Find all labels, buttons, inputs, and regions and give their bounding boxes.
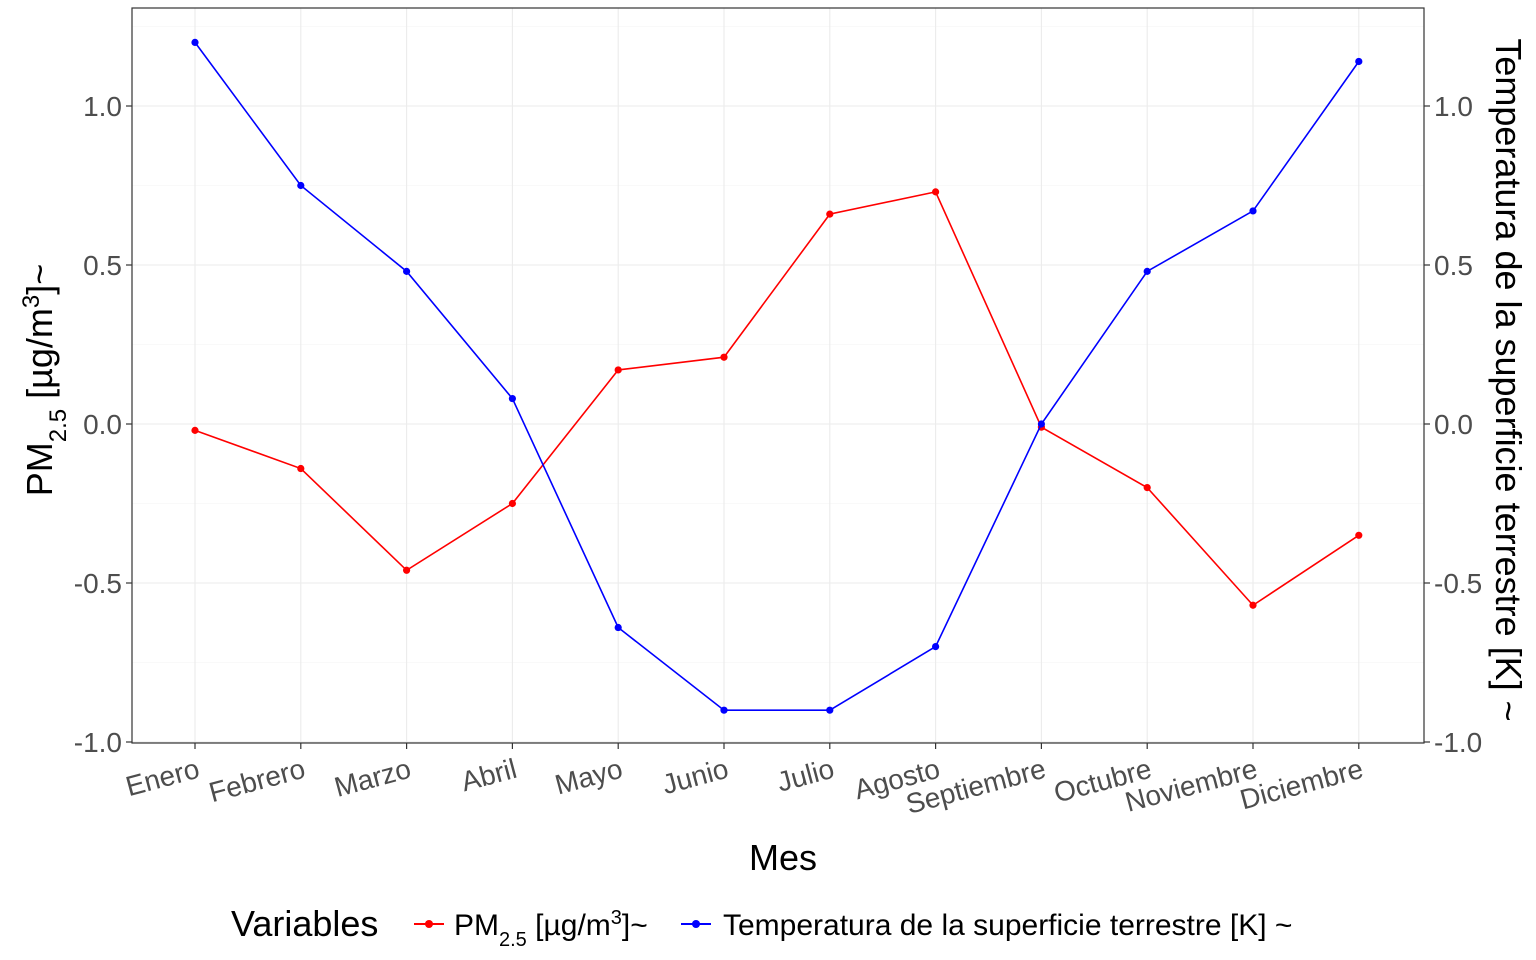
data-point-temperatura <box>403 267 411 275</box>
data-point-temperatura <box>1355 57 1363 66</box>
legend: Variables PM2.5 [µg/m3]~ Temperatura de … <box>231 903 1292 951</box>
data-point-temperatura <box>1037 420 1045 428</box>
data-point-pm25 <box>1249 601 1257 609</box>
data-point-pm25 <box>932 188 940 196</box>
x-tick-label: Diciembre <box>1237 753 1367 816</box>
data-point-temperatura <box>1249 207 1257 215</box>
x-tick-label: Enero <box>122 753 202 802</box>
data-point-pm25 <box>508 499 516 508</box>
data-point-temperatura <box>826 706 834 714</box>
y-axis-title-right: Temperatura de la superficie terrestre [… <box>1488 38 1529 721</box>
legend-label-pm25: PM2.5 [µg/m3]~ <box>454 907 648 951</box>
legend-key-pm25-point <box>425 920 433 928</box>
series-layer <box>191 38 1363 714</box>
y-tick-label-right: 0.0 <box>1434 409 1473 440</box>
data-point-pm25 <box>614 366 622 374</box>
y-tick-label-right: 0.5 <box>1434 250 1473 281</box>
data-point-temperatura <box>508 394 516 403</box>
data-point-pm25 <box>826 210 834 218</box>
x-tick-label: Febrero <box>206 753 309 808</box>
data-point-pm25 <box>297 464 305 473</box>
x-tick-label: Junio <box>659 753 732 800</box>
data-point-pm25 <box>1143 484 1151 492</box>
series-line-pm25 <box>194 190 1360 607</box>
data-point-temperatura <box>1143 267 1151 275</box>
data-point-temperatura <box>297 181 305 190</box>
data-point-pm25 <box>191 426 199 434</box>
grid <box>132 8 1424 743</box>
panel-border <box>131 7 1425 744</box>
legend-key-temp-point <box>692 920 700 928</box>
y-tick-label-left: -1.0 <box>74 727 122 758</box>
series-line-temperatura <box>194 41 1360 712</box>
y-axis-title-left: PM2.5 [µg/m3]~ <box>18 264 72 497</box>
y-tick-label-left: 0.5 <box>83 250 122 281</box>
x-tick-label: Julio <box>774 753 838 798</box>
x-tick-label: Marzo <box>331 753 414 803</box>
data-point-temperatura <box>932 643 940 651</box>
legend-label-temp: Temperatura de la superficie terrestre [… <box>723 909 1292 942</box>
y-tick-label-left: -0.5 <box>74 568 122 599</box>
data-point-temperatura <box>614 623 622 632</box>
x-tick-label: Abril <box>458 753 520 797</box>
data-point-temperatura <box>191 38 199 47</box>
y-tick-label-right: -1.0 <box>1434 727 1482 758</box>
x-axis-title: Mes <box>749 837 817 878</box>
data-point-pm25 <box>403 566 411 574</box>
data-point-pm25 <box>720 353 728 361</box>
y-tick-label-left: 0.0 <box>83 409 122 440</box>
y-tick-label-right: -0.5 <box>1434 568 1482 599</box>
legend-title: Variables <box>231 903 378 944</box>
data-point-temperatura <box>720 706 728 714</box>
x-tick-label: Mayo <box>552 753 626 801</box>
data-point-pm25 <box>1355 531 1363 539</box>
y-tick-label-right: 1.0 <box>1434 91 1473 122</box>
y-tick-label-left: 1.0 <box>83 91 122 122</box>
